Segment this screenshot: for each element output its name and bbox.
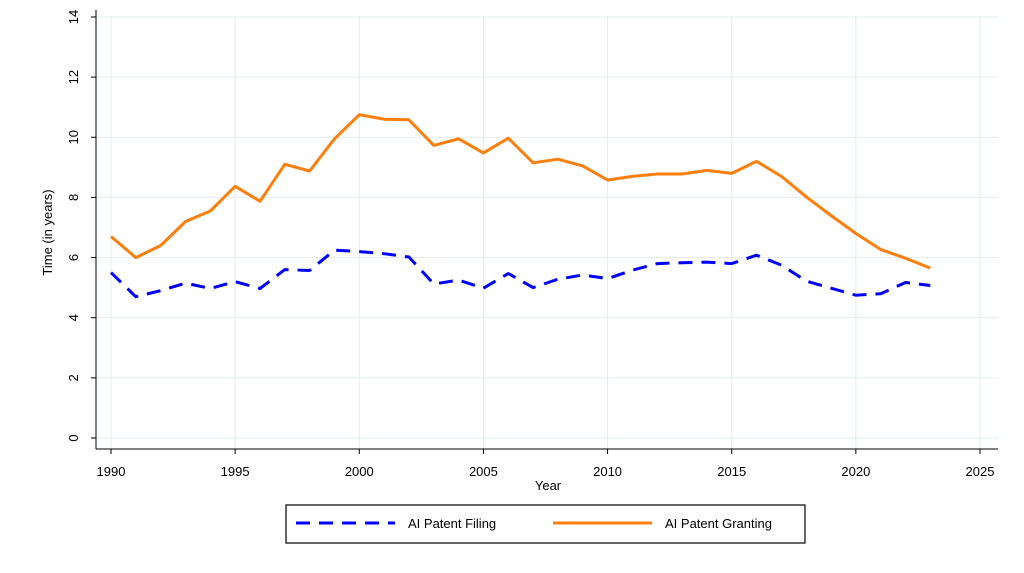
x-tick-label: 2005 — [469, 464, 498, 479]
x-tick-label: 2020 — [841, 464, 870, 479]
series-line-filing — [109, 248, 931, 299]
y-tick-label: 4 — [66, 314, 81, 321]
x-tick-label: 2010 — [593, 464, 622, 479]
x-tick-label: 2025 — [966, 464, 995, 479]
gridlines — [96, 16, 998, 449]
y-tick-label: 2 — [66, 374, 81, 381]
x-tick-label: 2000 — [345, 464, 374, 479]
y-tick-label: 12 — [66, 70, 81, 84]
y-axis-title: Time (in years) — [40, 189, 55, 275]
x-ticks: 1990 1995 2000 2005 2010 2015 2020 2025 — [97, 449, 995, 479]
series-lines — [109, 113, 931, 299]
y-tick-label: 10 — [66, 130, 81, 144]
x-tick-label: 1995 — [221, 464, 250, 479]
x-tick-label: 2015 — [717, 464, 746, 479]
y-tick-label: 6 — [66, 254, 81, 261]
axes — [95, 10, 998, 450]
series-line-granting — [110, 113, 931, 270]
y-tick-label: 8 — [66, 194, 81, 201]
legend-label-filing: AI Patent Filing — [408, 516, 496, 531]
x-axis-title: Year — [535, 478, 562, 493]
legend-label-granting: AI Patent Granting — [665, 516, 772, 531]
y-tick-label: 0 — [66, 434, 81, 441]
y-tick-label: 14 — [66, 10, 81, 24]
legend: AI Patent Filing AI Patent Granting — [285, 504, 806, 544]
y-ticks: 0 2 4 6 8 10 12 14 — [66, 10, 96, 442]
x-tick-label: 1990 — [97, 464, 126, 479]
